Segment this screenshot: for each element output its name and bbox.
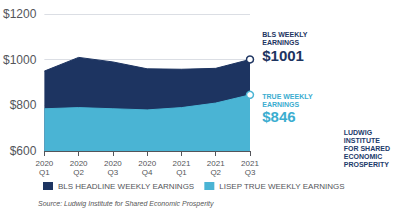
svg-text:Q2: Q2 <box>210 168 221 177</box>
svg-text:TRUE WEEKLY: TRUE WEEKLY <box>262 93 313 100</box>
svg-text:Source: Ludwig Institute for S: Source: Ludwig Institute for Shared Econ… <box>38 200 214 208</box>
svg-text:PROSPERITY: PROSPERITY <box>344 161 389 168</box>
svg-text:BLS HEADLINE WEEKLY EARNINGS: BLS HEADLINE WEEKLY EARNINGS <box>58 182 194 191</box>
svg-text:Q4: Q4 <box>142 168 153 177</box>
svg-text:Q1: Q1 <box>39 168 50 177</box>
svg-text:Q3: Q3 <box>108 168 119 177</box>
svg-text:2021: 2021 <box>241 159 259 168</box>
svg-text:2020: 2020 <box>104 159 122 168</box>
svg-text:Q1: Q1 <box>176 168 187 177</box>
svg-text:2020: 2020 <box>35 159 53 168</box>
svg-text:INSTITUTE: INSTITUTE <box>344 137 380 144</box>
svg-text:$846: $846 <box>262 108 295 125</box>
svg-text:EARNINGS: EARNINGS <box>262 39 299 46</box>
svg-text:LUDWIG: LUDWIG <box>344 129 373 136</box>
svg-text:ECONOMIC: ECONOMIC <box>344 153 383 160</box>
svg-text:FOR SHARED: FOR SHARED <box>344 145 390 152</box>
svg-text:EARNINGS: EARNINGS <box>262 101 299 108</box>
svg-text:2020: 2020 <box>70 159 88 168</box>
svg-text:BLS WEEKLY: BLS WEEKLY <box>262 31 308 38</box>
svg-text:Q2: Q2 <box>73 168 84 177</box>
svg-text:$1000: $1000 <box>3 53 37 67</box>
svg-text:$800: $800 <box>10 98 37 112</box>
svg-text:Q3: Q3 <box>245 168 256 177</box>
svg-text:2021: 2021 <box>173 159 191 168</box>
svg-text:$600: $600 <box>10 144 37 158</box>
svg-text:LISEP TRUE WEEKLY EARNINGS: LISEP TRUE WEEKLY EARNINGS <box>219 182 344 191</box>
svg-text:$1001: $1001 <box>262 47 304 64</box>
svg-text:$1200: $1200 <box>3 7 37 21</box>
svg-text:2020: 2020 <box>138 159 156 168</box>
svg-text:2021: 2021 <box>207 159 225 168</box>
